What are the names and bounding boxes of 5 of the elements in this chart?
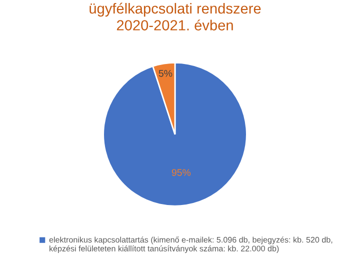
data-label: 95% [172, 169, 191, 176]
legend-label: elektronikus kapcsolattartás (kimenő e-mailek: 5.096 db, bejegyzés: kb. 520 db, képzési felületeten kiállított tanúsítványok száma: kb. 22.000 db) [49, 236, 332, 253]
chart-title: ügyfélkapcsolati rendszere 2020-2021. évben [90, 2, 261, 30]
pie-slice [102, 62, 248, 207]
data-label: 5% [158, 70, 172, 77]
